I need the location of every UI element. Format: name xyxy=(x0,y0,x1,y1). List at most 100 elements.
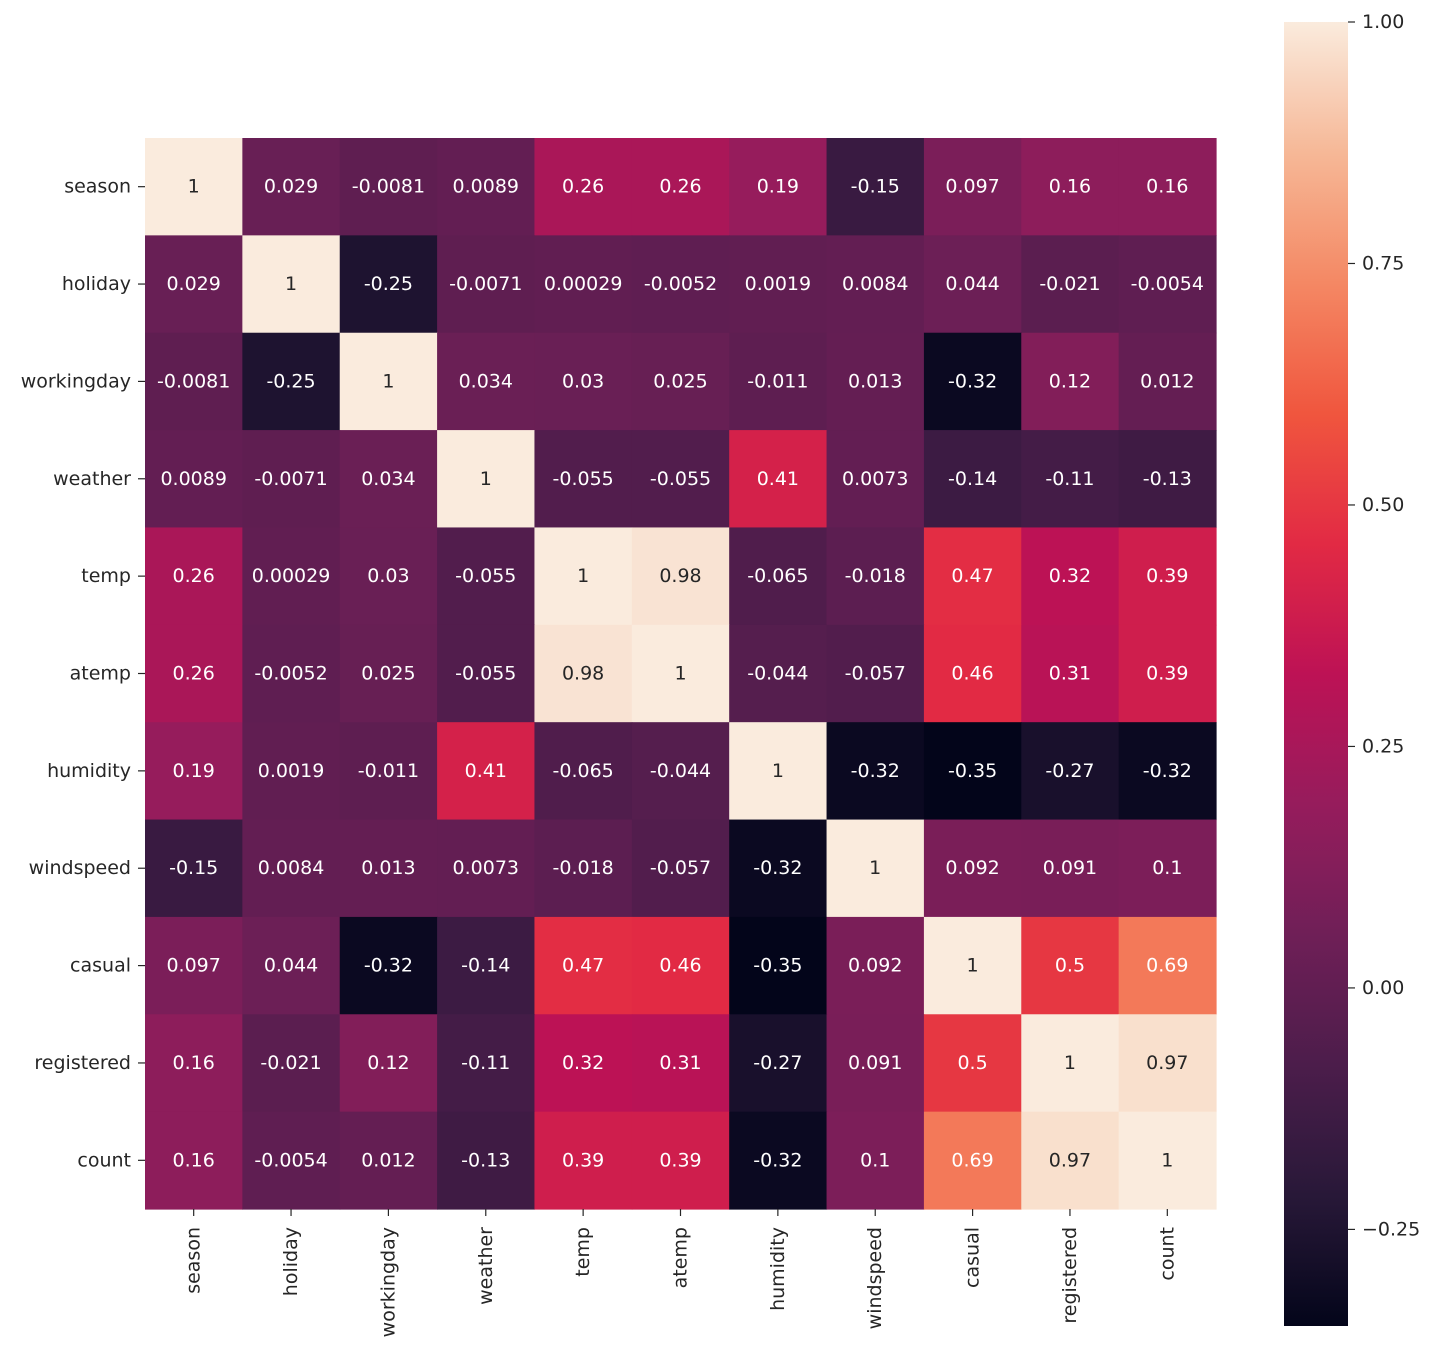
colorbar-tick-label: 0.25 xyxy=(1362,735,1404,757)
heatmap-cell xyxy=(145,138,243,236)
colorbar-tick-label: 0.00 xyxy=(1362,977,1404,999)
cell-annotation: -0.0081 xyxy=(157,370,230,392)
heatmap-cell xyxy=(339,527,438,626)
heatmap-cell xyxy=(242,624,341,723)
cell-annotation: -0.0081 xyxy=(352,176,425,198)
cell-annotation: -0.0054 xyxy=(1131,273,1204,295)
heatmap-cell xyxy=(145,1014,243,1113)
heatmap-cell xyxy=(145,430,243,529)
heatmap-cell xyxy=(145,527,243,626)
cell-annotation: 0.0073 xyxy=(842,468,908,490)
cell-annotation: -0.055 xyxy=(455,663,516,685)
y-tick-label: season xyxy=(64,176,131,198)
heatmap-cell xyxy=(826,332,925,431)
heatmap-cell xyxy=(1021,1014,1120,1113)
cell-annotation: 0.0089 xyxy=(453,176,519,198)
x-tick-label: registered xyxy=(1059,1227,1081,1324)
cell-annotation: 0.03 xyxy=(367,565,409,587)
heatmap-cell xyxy=(826,138,925,236)
x-tick-label: season xyxy=(183,1227,205,1294)
cell-annotation: -0.32 xyxy=(1143,760,1192,782)
cell-annotation: 0.41 xyxy=(465,760,507,782)
cell-annotation: 1 xyxy=(285,273,297,295)
heatmap-cell xyxy=(826,1014,925,1113)
heatmap-cell xyxy=(826,1111,925,1210)
cell-annotation: -0.35 xyxy=(948,760,997,782)
cell-annotation: 0.092 xyxy=(848,955,902,977)
heatmap-cell xyxy=(1118,527,1217,626)
cell-annotation: 1 xyxy=(869,857,881,879)
cell-annotation: 0.98 xyxy=(562,663,604,685)
heatmap-cell xyxy=(729,916,828,1015)
heatmap-cell xyxy=(729,722,828,821)
heatmap-cell xyxy=(1021,722,1120,821)
cell-annotation: -0.25 xyxy=(266,370,315,392)
cell-annotation: 0.16 xyxy=(1146,176,1188,198)
cell-annotation: -0.057 xyxy=(650,857,711,879)
heatmap-cell xyxy=(631,722,730,821)
colorbar-ticks: 1.00 0.75 0.50 0.25 0.00 −0.25 xyxy=(1348,11,1420,1240)
heatmap-cell xyxy=(1021,916,1120,1015)
heatmap-cell xyxy=(242,527,341,626)
heatmap-cell xyxy=(826,916,925,1015)
cell-annotation: 0.16 xyxy=(1049,176,1091,198)
cell-annotation: -0.065 xyxy=(553,760,614,782)
heatmap-cell xyxy=(437,430,536,529)
colorbar-tick-label: −0.25 xyxy=(1362,1218,1420,1240)
cell-annotation: 0.98 xyxy=(659,565,701,587)
heatmap-cell xyxy=(145,624,243,723)
cell-annotation: 1 xyxy=(480,468,492,490)
heatmap-cell xyxy=(923,819,1022,918)
heatmap-cell xyxy=(534,527,633,626)
heatmap-cell xyxy=(1118,722,1217,821)
cell-annotation: -0.13 xyxy=(461,1149,510,1171)
cell-annotation: -0.018 xyxy=(553,857,614,879)
cell-annotation: -0.0071 xyxy=(254,468,327,490)
cell-annotation: 0.39 xyxy=(562,1149,604,1171)
heatmap-cell xyxy=(145,722,243,821)
cell-annotation: 0.1 xyxy=(1152,857,1182,879)
cell-annotation: 0.47 xyxy=(562,955,604,977)
cell-annotation: -0.044 xyxy=(650,760,711,782)
heatmap-cell xyxy=(923,430,1022,529)
cell-annotation: 0.03 xyxy=(562,370,604,392)
cell-annotation: 0.013 xyxy=(361,857,415,879)
cell-annotation: -0.15 xyxy=(851,176,900,198)
heatmap-cell xyxy=(437,916,536,1015)
y-axis: season holiday workingday weather temp atemp h… xyxy=(21,176,145,1171)
cell-annotation: 0.46 xyxy=(951,663,993,685)
cell-annotation: -0.32 xyxy=(364,955,413,977)
cell-annotation: 0.97 xyxy=(1049,1149,1091,1171)
cell-annotation: 0.013 xyxy=(848,370,902,392)
cell-annotation: 0.26 xyxy=(173,565,215,587)
y-tick-label: workingday xyxy=(21,370,131,392)
cell-annotation: 0.029 xyxy=(166,273,220,295)
heatmap-cell xyxy=(242,916,341,1015)
cell-annotation: 0.0019 xyxy=(258,760,324,782)
heatmap-cell xyxy=(1118,1014,1217,1113)
heatmap-cell xyxy=(1118,819,1217,918)
x-tick-label: holiday xyxy=(280,1227,302,1296)
x-tick-label: atemp xyxy=(670,1227,692,1288)
cell-annotation: 0.00029 xyxy=(252,565,331,587)
cell-annotation: -0.018 xyxy=(845,565,906,587)
cell-annotation: 0.044 xyxy=(264,955,318,977)
cell-annotation: -0.14 xyxy=(461,955,510,977)
heatmap-cell xyxy=(339,138,438,236)
heatmap-cell xyxy=(631,332,730,431)
heatmap-cell xyxy=(826,527,925,626)
heatmap-cell xyxy=(145,332,243,431)
heatmap-cell xyxy=(339,235,438,334)
cell-annotation: 0.0019 xyxy=(745,273,811,295)
heatmap-cell xyxy=(534,430,633,529)
cell-annotation: 0.091 xyxy=(1043,857,1097,879)
heatmap-cell xyxy=(1118,916,1217,1015)
cell-annotation: 0.16 xyxy=(173,1052,215,1074)
heatmap-cell xyxy=(826,235,925,334)
heatmap-cell xyxy=(1118,430,1217,529)
cell-annotation: -0.25 xyxy=(364,273,413,295)
y-tick-label: windspeed xyxy=(29,857,131,879)
cell-annotation: 0.097 xyxy=(945,176,999,198)
x-tick-label: casual xyxy=(962,1227,984,1288)
heatmap-cell xyxy=(923,235,1022,334)
